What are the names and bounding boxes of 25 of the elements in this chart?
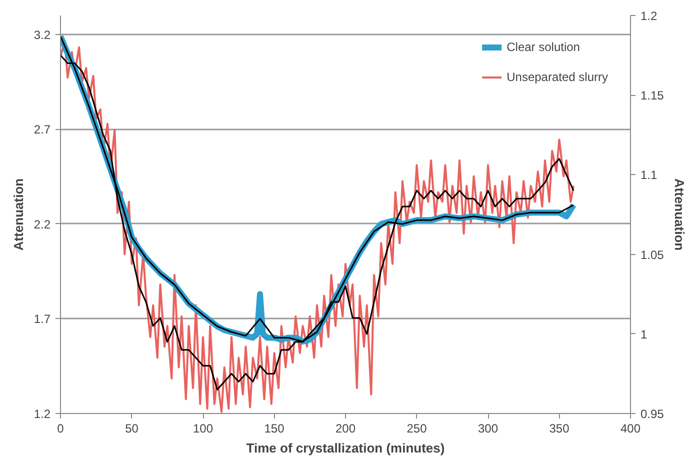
y-tick-label: 2.7 [34, 122, 51, 137]
y2-tick-label: 0.95 [640, 407, 664, 421]
y2-tick-label: 1.15 [640, 88, 664, 103]
x-tick-label: 200 [335, 422, 356, 436]
y-axis-title: Attenuation [10, 178, 26, 251]
y2-tick-label: 1 [640, 327, 648, 342]
y-tick-label: 1.7 [34, 312, 51, 326]
y2-tick-label: 1.05 [640, 248, 664, 262]
legend-label: Clear solution [506, 40, 580, 54]
y-tick-label: 3.2 [34, 28, 51, 42]
x-tick-label: 0 [57, 422, 64, 436]
y-tick-label: 1.2 [34, 407, 51, 421]
x-axis-title: Time of crystallization (minutes) [246, 440, 445, 456]
x-tick-label: 50 [125, 422, 139, 436]
y2-tick-label: 1.2 [640, 9, 658, 23]
x-tick-label: 100 [192, 422, 214, 436]
y2-tick-label: 1.1 [640, 168, 658, 182]
y2-axis-title: Attenuation [672, 178, 687, 251]
x-tick-label: 150 [264, 422, 285, 436]
x-tick-label: 250 [406, 422, 428, 436]
x-tick-label: 350 [549, 422, 570, 436]
x-tick-label: 300 [478, 422, 498, 436]
legend-label: Unseparated slurry [506, 70, 608, 84]
x-tick-label: 400 [620, 422, 641, 436]
y-tick-label: 2.2 [34, 217, 51, 232]
